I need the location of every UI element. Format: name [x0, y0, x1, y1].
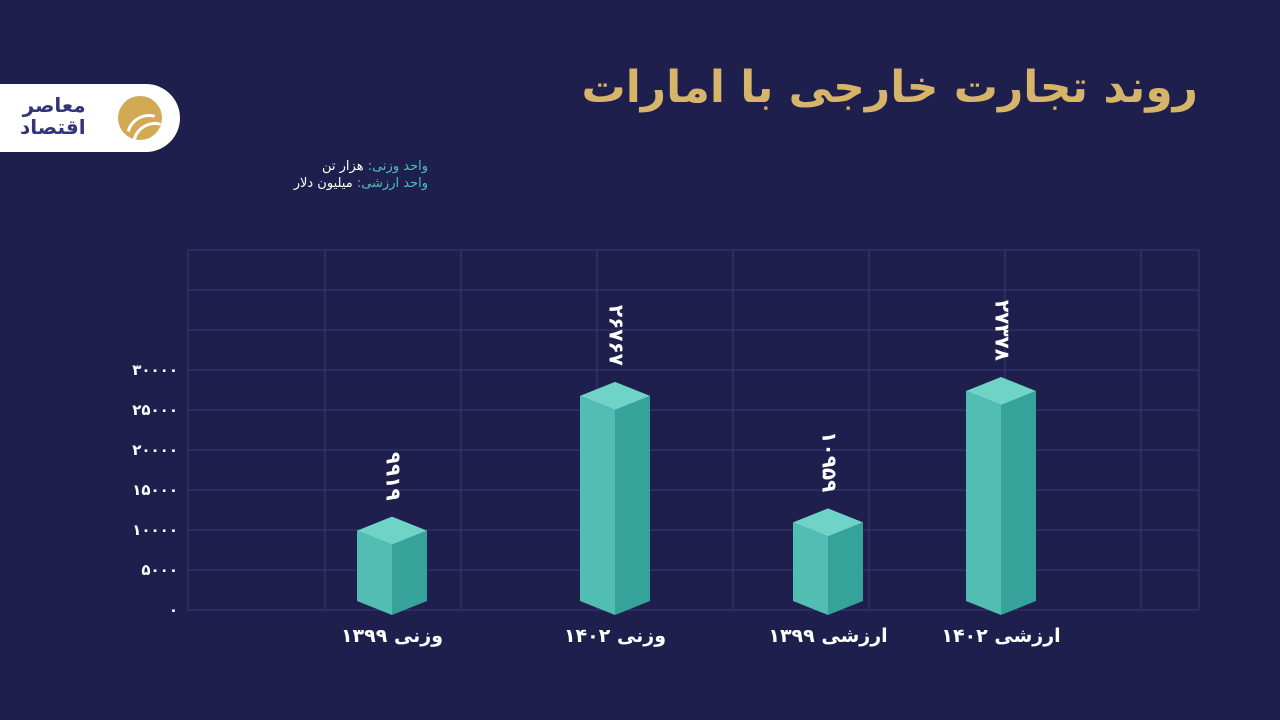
unit-weight: واحد وزنی: هزار تن [322, 159, 428, 174]
bar-left-face [357, 530, 392, 615]
y-tick-label: ۰ [169, 601, 178, 619]
y-tick-label: ۵۰۰۰ [141, 561, 178, 579]
x-category-label: ارزشی ۱۴۰۲ [941, 625, 1060, 647]
bar-top-face [966, 376, 1036, 405]
logo-mark-icon [118, 96, 162, 140]
bar-value-label: ۲۶۷۶۷ [605, 305, 629, 366]
bar-left-face [966, 390, 1001, 615]
bar-top-face [793, 508, 863, 537]
bar-top-face [580, 381, 650, 410]
y-tick-label: ۱۰۰۰۰ [132, 521, 178, 539]
y-tick-label: ۲۰۰۰۰ [132, 441, 178, 459]
bar-value-label: ۲۷۳۷۸ [991, 300, 1015, 361]
x-category-label: وزنی ۱۳۹۹ [341, 625, 443, 647]
x-category-label: ارزشی ۱۳۹۹ [768, 625, 887, 647]
unit-value: واحد ارزشی: میلیون دلار [293, 176, 428, 191]
logo-text: معاصر اقتصاد [20, 93, 86, 139]
bar-right-face [828, 522, 863, 615]
bar-value-label: ۹۹۱۹ [382, 452, 406, 501]
units-legend: واحد وزنی: هزار تن واحد ارزشی: میلیون دل… [294, 158, 428, 192]
y-tick-label: ۲۵۰۰۰ [132, 401, 178, 419]
logo: معاصر اقتصاد [0, 84, 180, 152]
bar-top-face [357, 516, 427, 545]
bar-left-face [580, 395, 615, 615]
y-tick-label: ۱۵۰۰۰ [132, 481, 178, 499]
bar-right-face [392, 530, 427, 615]
page-title: روند تجارت خارجی با امارات [581, 62, 1199, 113]
bar-left-face [793, 522, 828, 615]
bar-right-face [1001, 390, 1036, 615]
x-category-label: وزنی ۱۴۰۲ [564, 625, 666, 647]
bar-value-label: ۱۰۹۵۹ [818, 431, 842, 492]
bar-right-face [615, 395, 650, 615]
y-tick-label: ۳۰۰۰۰ [132, 361, 178, 379]
